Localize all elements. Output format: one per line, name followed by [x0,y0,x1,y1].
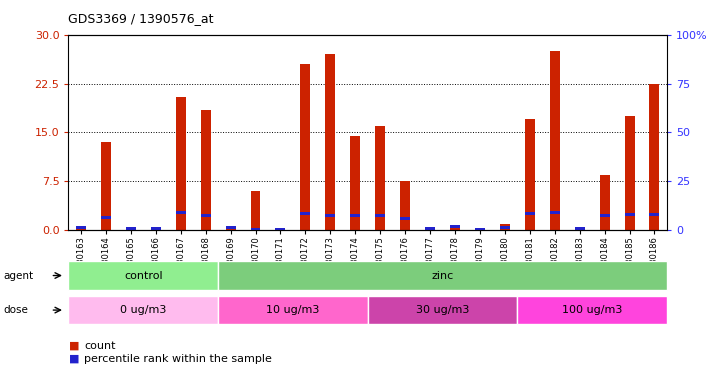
Bar [575,227,585,230]
Text: dose: dose [4,305,29,315]
Text: agent: agent [4,270,34,281]
Bar [475,228,485,230]
Bar [101,142,111,230]
Bar [600,175,609,230]
Text: control: control [124,270,163,281]
Bar [76,228,86,230]
Bar [375,214,385,217]
Text: count: count [84,341,116,351]
Bar [375,126,385,230]
Bar [325,54,335,230]
Bar [400,217,410,220]
Bar [151,227,161,230]
Bar [500,226,510,229]
Bar [275,228,286,231]
Bar [425,228,435,230]
Bar [176,211,186,214]
Bar [250,228,260,231]
Bar [400,182,410,230]
Bar [549,211,559,214]
Bar [350,214,360,217]
Text: 30 ug/m3: 30 ug/m3 [416,305,469,315]
Bar [549,51,559,230]
Text: zinc: zinc [431,270,454,281]
Bar [500,224,510,230]
Bar [650,84,660,230]
Bar [250,191,260,230]
Bar [126,227,136,230]
Bar [624,116,634,230]
Bar [126,228,136,230]
Bar [350,136,360,230]
Bar [151,228,161,230]
Bar [525,212,535,215]
Bar [600,214,609,217]
Bar [450,225,460,228]
Text: percentile rank within the sample: percentile rank within the sample [84,354,273,364]
Text: 0 ug/m3: 0 ug/m3 [120,305,167,315]
Bar [575,228,585,230]
Text: ■: ■ [68,341,79,351]
Text: GDS3369 / 1390576_at: GDS3369 / 1390576_at [68,12,214,25]
Bar [301,212,310,215]
Bar [650,213,660,216]
Text: ■: ■ [68,354,79,364]
Bar [475,228,485,231]
Bar [176,97,186,230]
Bar [101,216,111,219]
Bar [226,227,236,230]
Bar [200,110,211,230]
Bar [450,225,460,230]
Bar [200,214,211,217]
Bar [226,226,236,229]
Bar [76,226,86,229]
Text: 100 ug/m3: 100 ug/m3 [562,305,622,315]
Bar [525,119,535,230]
Bar [624,213,634,216]
Bar [325,214,335,217]
Bar [275,228,286,230]
Text: 10 ug/m3: 10 ug/m3 [266,305,319,315]
Bar [301,64,310,230]
Bar [425,227,435,230]
